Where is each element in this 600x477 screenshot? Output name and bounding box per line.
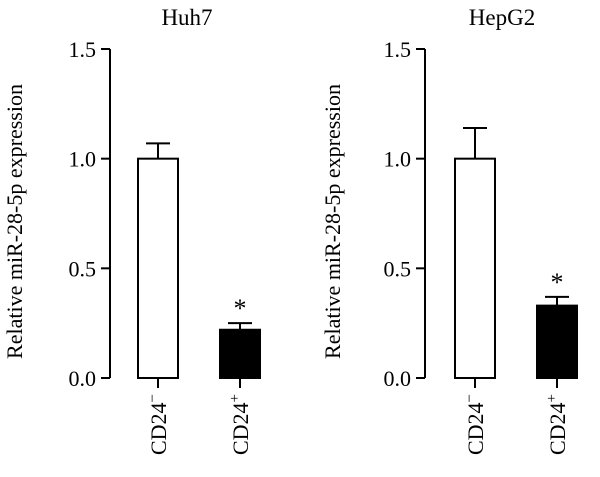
y-tick-label: 1.5 — [69, 37, 97, 62]
y-tick-label: 1.0 — [384, 147, 412, 172]
significance-marker: * — [551, 268, 564, 297]
category-label: CD24− — [145, 394, 171, 455]
category-label: CD24+ — [227, 394, 253, 455]
category-label-base: CD24 — [463, 402, 488, 455]
bar-cd24-plus — [219, 328, 261, 380]
y-tick-label: 0.0 — [384, 366, 412, 391]
bar-cd24-minus — [137, 157, 179, 379]
category-label: CD24+ — [544, 394, 570, 455]
y-axis-label: Relative miR-28-5p expression — [320, 84, 345, 359]
y-tick-label: 0.5 — [384, 256, 412, 281]
category-label-superscript: − — [145, 394, 161, 402]
category-label-base: CD24 — [146, 402, 171, 455]
category-label-superscript: + — [544, 394, 560, 402]
chart-panel-0: Huh7 Relative miR-28-5p expression 0.0 0.5 1… — [2, 5, 261, 455]
y-tick-label: 1.5 — [384, 37, 412, 62]
significance-marker: * — [234, 294, 247, 323]
category-label-base: CD24 — [228, 402, 253, 455]
category-label-superscript: − — [462, 394, 478, 402]
chart-panel-1: HepG2 Relative miR-28-5p expression 0.0 0.5… — [320, 5, 578, 455]
bar-cd24-minus — [454, 157, 496, 379]
y-axis-label: Relative miR-28-5p expression — [2, 84, 27, 359]
y-tick-label: 0.0 — [69, 366, 97, 391]
bar-cd24-plus — [536, 304, 578, 379]
chart-title: HepG2 — [469, 5, 535, 30]
category-label: CD24− — [462, 394, 488, 455]
y-tick-label: 0.5 — [69, 256, 97, 281]
y-tick-label: 1.0 — [69, 147, 97, 172]
category-label-superscript: + — [227, 394, 243, 402]
chart-title: Huh7 — [161, 5, 212, 30]
category-label-base: CD24 — [545, 402, 570, 455]
